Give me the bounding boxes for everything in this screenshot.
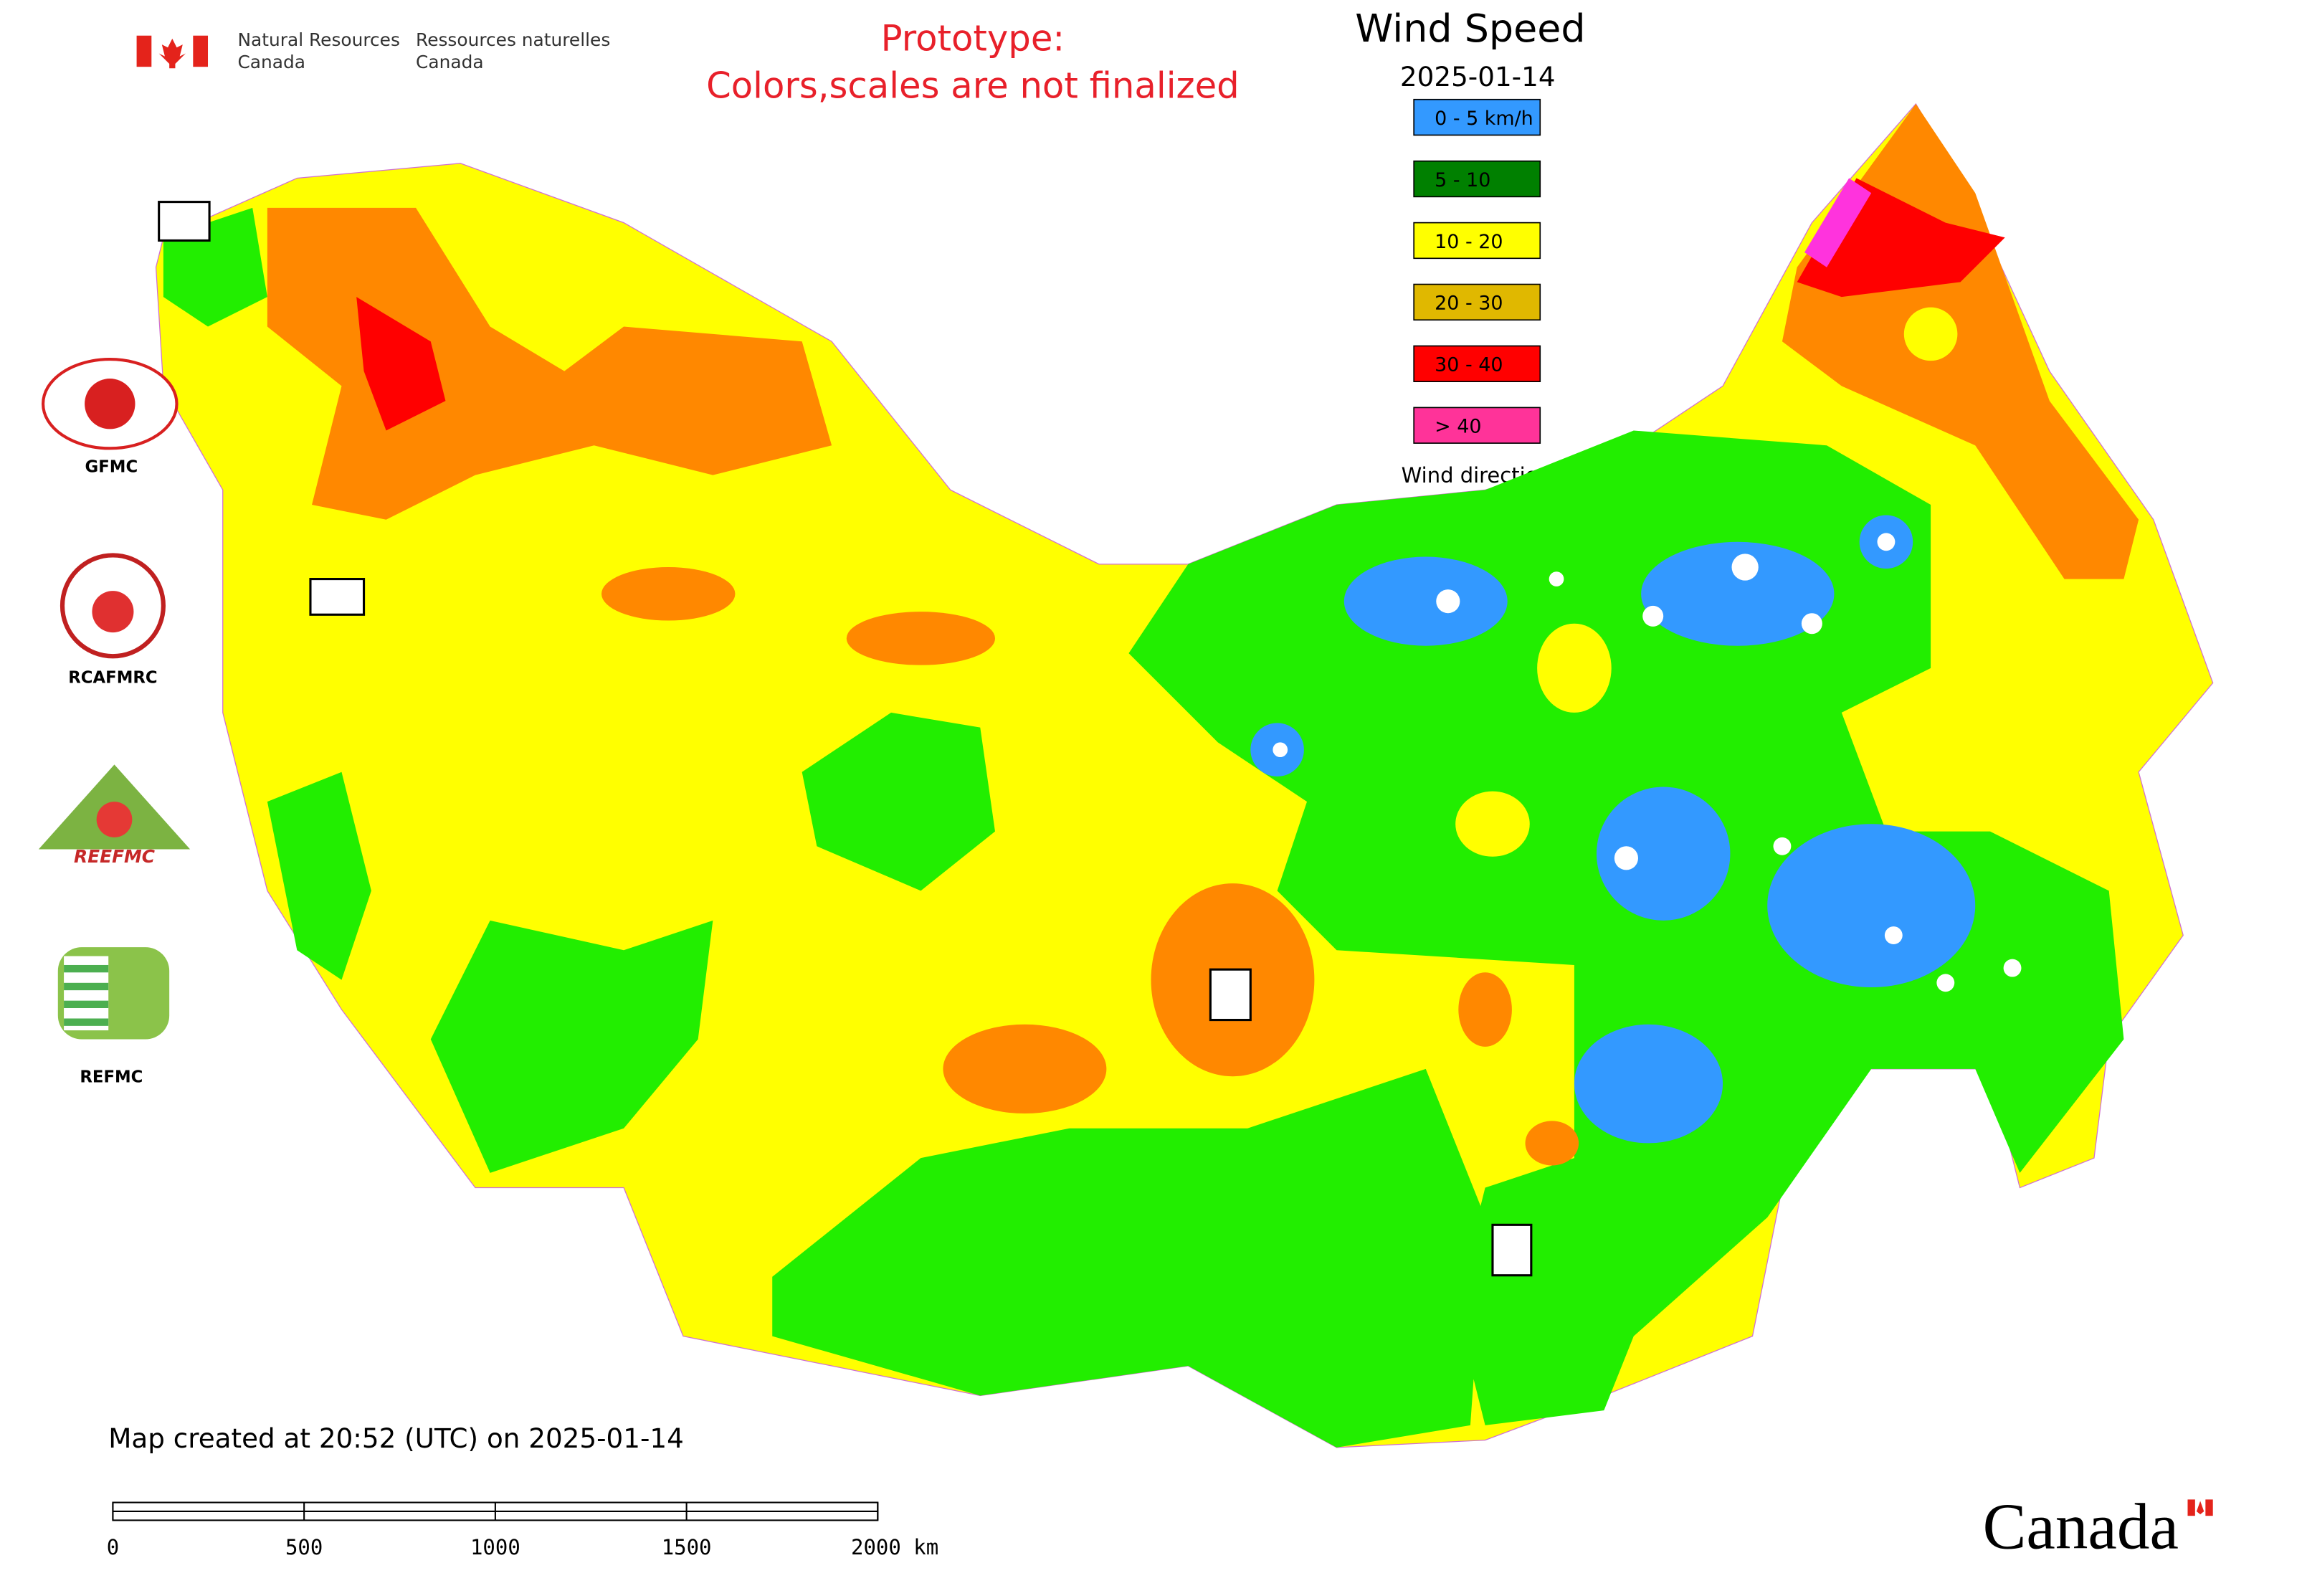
notice-line-1: Prototype: [881,17,1065,59]
legend-label: 30 - 40 [1435,354,1503,376]
canada-wordmark: Canada [1983,1491,2213,1563]
agency-en-1: Natural Resources [237,29,399,50]
legend-swatch [1413,160,1541,198]
legend-swatch [1413,407,1541,444]
legend-swatch [1413,98,1541,136]
map-date: 2025-01-14 [1400,61,1556,92]
legend-label: > 40 [1435,416,1481,438]
partner-logos: GFMC RCAFMRC REEFMC REFMC [38,358,191,1087]
legend-label: 10 - 20 [1435,231,1503,253]
wordmark: Canada [1983,1491,2179,1563]
legend-swatch [1413,345,1541,382]
created-note: Map created at 20:52 (UTC) on 2025-01-14 [108,1422,684,1454]
scale-label: 1500 [662,1535,712,1559]
logo-label: GFMC [85,457,138,476]
legend-label: 0 - 5 km/h [1435,108,1533,130]
legend-label: 5 - 10 [1435,169,1490,191]
map-zones [155,103,2214,1448]
nrcan-signature: Natural Resources Canada Ressources natu… [136,29,610,72]
station-markers [158,201,1533,1277]
scale-bar: 0 500 1000 1500 2000 km [107,1501,938,1559]
legend: 0 - 5 km/h 5 - 10 10 - 20 20 - 30 30 - 40 > 4… [1413,98,1541,444]
logo-label: REEFMC [74,846,155,867]
agency-fr-2: Canada [416,52,484,72]
scale-label: 2000 km [851,1535,938,1559]
scale-label: 0 [107,1535,119,1559]
notice-line-2: Colors,scales are not finalized [706,65,1240,107]
agency-en-2: Canada [237,52,305,72]
map-title: Wind Speed [1355,6,1585,51]
scale-label: 1000 [470,1535,520,1559]
legend-label: 20 - 30 [1435,293,1503,315]
legend-swatch [1413,222,1541,260]
agency-fr-1: Ressources naturelles [416,29,610,50]
logo-label: REFMC [80,1068,143,1087]
logo-label: RCAFMRC [68,669,157,688]
scale-label: 500 [285,1535,323,1559]
legend-swatch [1413,283,1541,321]
